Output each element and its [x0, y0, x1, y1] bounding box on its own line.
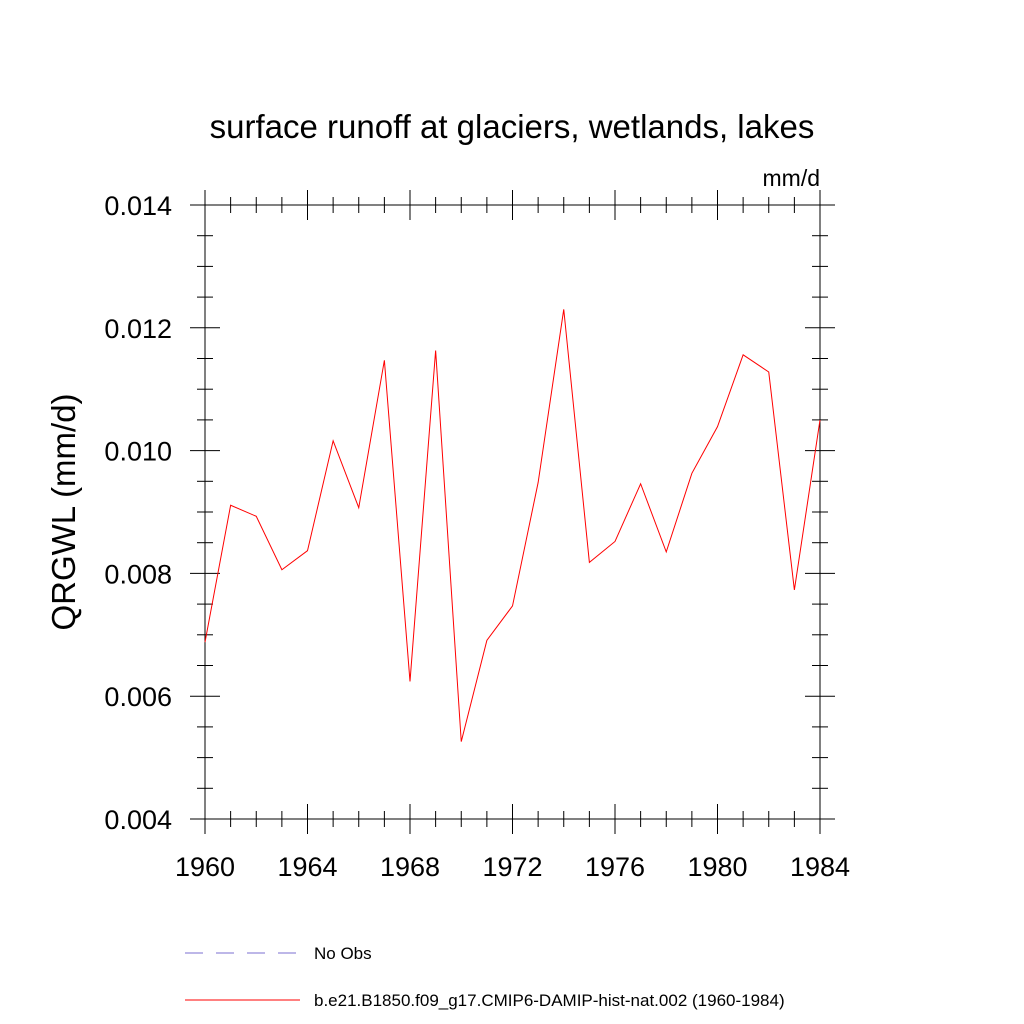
y-tick-label: 0.004	[104, 805, 172, 835]
y-tick-label: 0.010	[104, 437, 172, 467]
y-tick-label: 0.008	[104, 559, 172, 589]
x-tick-label: 1964	[277, 852, 337, 882]
plot-frame	[204, 204, 821, 820]
series-line-1	[204, 309, 821, 742]
y-tick-label: 0.012	[104, 314, 172, 344]
chart-title: surface runoff at glaciers, wetlands, la…	[210, 108, 815, 145]
x-tick-label: 1980	[687, 852, 747, 882]
x-tick-label: 1972	[482, 852, 542, 882]
units-label: mm/d	[763, 165, 821, 191]
x-tick-label: 1960	[175, 852, 235, 882]
tick-labels: 1960 1964 1968 1972 1976 1980 1984 0.004 0.006 0.…	[104, 191, 850, 882]
y-tick-label: 0.014	[104, 191, 172, 221]
y-tick-label: 0.006	[104, 682, 172, 712]
x-tick-label: 1984	[790, 852, 850, 882]
y-axis-label: QRGWL (mm/d)	[45, 393, 82, 630]
legend: No Obs b.e21.B1850.f09_g17.CMIP6-DAMIP-h…	[185, 944, 785, 1010]
axis-ticks	[190, 190, 835, 834]
series-lines	[204, 309, 821, 742]
x-tick-label: 1976	[585, 852, 645, 882]
legend-label-model-run: b.e21.B1850.f09_g17.CMIP6-DAMIP-hist-nat…	[314, 991, 785, 1010]
legend-label-no-obs: No Obs	[314, 944, 372, 963]
x-tick-label: 1968	[380, 852, 440, 882]
